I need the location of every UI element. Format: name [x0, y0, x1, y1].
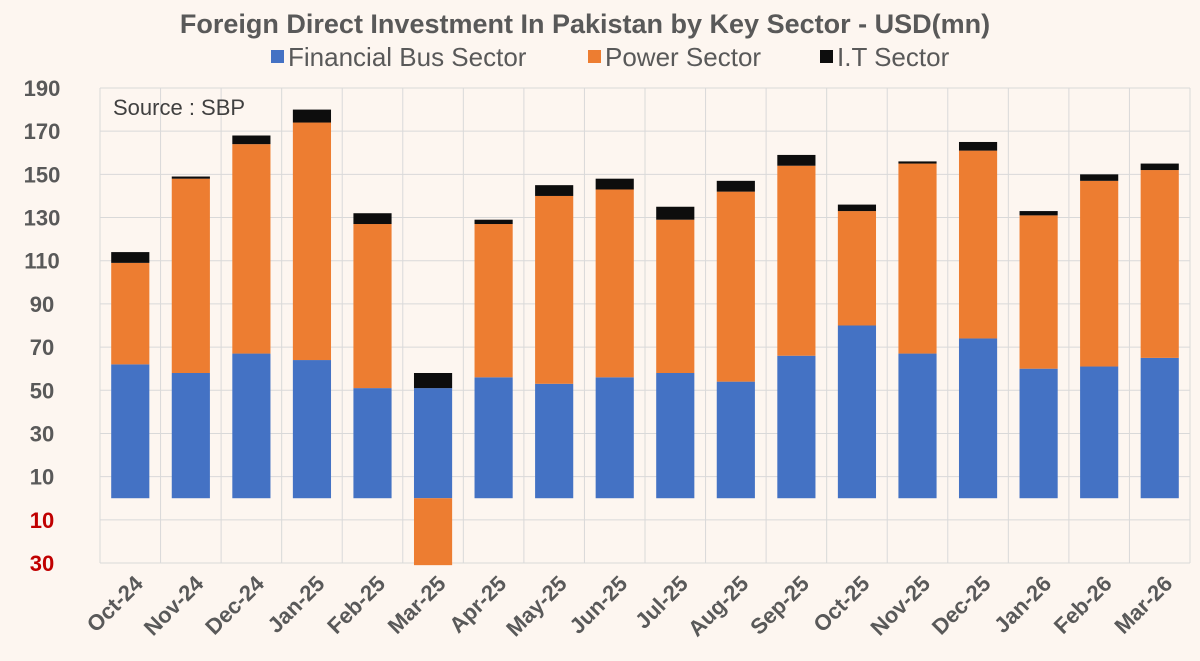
bar-i-t-sector-mar-25	[413, 373, 453, 389]
bar-financial-bus-sector-jul-25	[656, 373, 695, 499]
bar-i-t-sector-sep-25	[777, 154, 816, 166]
bar-i-t-sector-dec-24	[232, 135, 271, 145]
x-tick-label: May-25	[501, 571, 571, 641]
bar-power-sector-oct-25	[837, 211, 877, 326]
legend-swatch	[820, 50, 833, 63]
bar-i-t-sector-nov-25	[898, 161, 937, 164]
bar-i-t-sector-aug-25	[716, 180, 755, 192]
bar-power-sector-nov-25	[898, 163, 937, 354]
bar-power-sector-mar-26	[1140, 170, 1179, 358]
x-axis-ticks: Oct-24Nov-24Dec-24Jan-25Feb-25Mar-25Apr-…	[82, 570, 1178, 641]
bar-i-t-sector-jan-26	[1019, 211, 1058, 216]
x-tick-label: Feb-25	[322, 571, 390, 639]
bar-financial-bus-sector-apr-25	[474, 377, 513, 499]
bars	[111, 109, 1179, 566]
bar-financial-bus-sector-dec-24	[232, 353, 271, 499]
bar-i-t-sector-feb-25	[353, 213, 392, 225]
bar-power-sector-dec-24	[232, 144, 271, 354]
bar-i-t-sector-feb-26	[1080, 174, 1119, 181]
bar-financial-bus-sector-dec-25	[958, 338, 998, 499]
bar-financial-bus-sector-nov-24	[171, 373, 210, 499]
chart-title: Foreign Direct Investment In Pakistan by…	[180, 9, 990, 39]
y-tick-label: 170	[24, 119, 61, 144]
legend: Financial Bus Sector Power Sector I.T Sect…	[271, 42, 950, 72]
bar-power-sector-nov-24	[171, 178, 210, 373]
bar-financial-bus-sector-mar-26	[1140, 357, 1179, 499]
bar-financial-bus-sector-oct-24	[111, 364, 150, 499]
x-tick-label: Dec-25	[927, 571, 996, 640]
x-tick-label: Mar-26	[1109, 571, 1177, 639]
y-tick-label: 30	[30, 551, 54, 576]
bar-financial-bus-sector-nov-25	[898, 353, 937, 499]
bar-power-sector-dec-25	[958, 150, 998, 339]
y-tick-label: 150	[24, 162, 61, 187]
bar-i-t-sector-may-25	[535, 185, 574, 196]
legend-label: Power Sector	[605, 42, 761, 72]
bar-financial-bus-sector-sep-25	[777, 355, 816, 499]
y-tick-label: 130	[24, 206, 61, 231]
x-tick-label: Nov-24	[139, 570, 209, 640]
bar-power-sector-may-25	[535, 195, 574, 384]
y-tick-label: 10	[30, 508, 54, 533]
legend-label: Financial Bus Sector	[288, 42, 527, 72]
y-tick-label: 70	[30, 335, 54, 360]
bar-power-sector-feb-25	[353, 224, 392, 389]
bar-financial-bus-sector-may-25	[535, 383, 574, 499]
bar-i-t-sector-jul-25	[656, 206, 695, 220]
x-tick-label: Feb-26	[1049, 571, 1117, 639]
x-tick-label: Apr-25	[444, 571, 511, 638]
bar-i-t-sector-oct-24	[111, 252, 150, 263]
bar-i-t-sector-mar-26	[1140, 163, 1179, 171]
bar-financial-bus-sector-oct-25	[837, 325, 877, 499]
gridlines	[99, 87, 1191, 564]
legend-swatch	[588, 50, 601, 63]
x-tick-label: Jan-25	[263, 571, 330, 638]
y-tick-label: 110	[24, 249, 60, 274]
y-tick-label: 10	[30, 465, 54, 490]
bar-financial-bus-sector-aug-25	[716, 381, 755, 499]
y-tick-label: 190	[24, 76, 61, 101]
y-tick-label: 50	[30, 378, 54, 403]
bar-power-sector-aug-25	[716, 191, 755, 382]
bar-power-sector-jan-26	[1019, 215, 1058, 369]
legend-swatch	[271, 50, 284, 63]
bar-financial-bus-sector-jun-25	[595, 377, 634, 499]
y-tick-label: 30	[30, 421, 54, 446]
bar-power-sector-feb-26	[1080, 180, 1119, 367]
bar-power-sector-oct-24	[111, 262, 150, 365]
y-tick-label: 90	[30, 292, 54, 317]
bar-power-sector-apr-25	[474, 224, 513, 378]
bar-power-sector-sep-25	[777, 165, 816, 356]
x-tick-label: Oct-24	[82, 570, 149, 637]
bar-financial-bus-sector-jan-25	[292, 360, 332, 499]
x-tick-label: Dec-24	[200, 570, 269, 639]
bar-financial-bus-sector-mar-25	[413, 388, 453, 499]
bar-i-t-sector-jan-25	[292, 109, 332, 123]
bar-power-sector-jun-25	[595, 189, 634, 378]
bar-i-t-sector-jun-25	[595, 178, 634, 190]
bar-i-t-sector-dec-25	[958, 141, 998, 151]
x-tick-label: Sep-25	[745, 571, 814, 640]
bar-i-t-sector-nov-24	[171, 176, 210, 179]
x-tick-label: Nov-25	[865, 571, 935, 641]
source-annotation: Source : SBP	[113, 95, 245, 120]
bar-financial-bus-sector-feb-25	[353, 388, 392, 499]
bar-financial-bus-sector-feb-26	[1080, 366, 1119, 499]
y-axis-ticks: 190 170 150 130 110 90 70 50 30 10 10 30	[24, 76, 61, 576]
bar-i-t-sector-apr-25	[474, 219, 513, 225]
legend-label: I.T Sector	[837, 42, 950, 72]
bar-financial-bus-sector-jan-26	[1019, 368, 1058, 499]
x-tick-label: Aug-25	[683, 571, 753, 641]
x-tick-label: Oct-25	[808, 571, 874, 637]
bar-power-sector-jan-25	[292, 122, 332, 361]
x-tick-label: Jun-25	[564, 571, 632, 639]
bar-i-t-sector-oct-25	[837, 204, 877, 212]
bar-power-sector-jul-25	[656, 219, 695, 373]
bar-power-sector-mar-25	[413, 498, 453, 566]
x-tick-label: Mar-25	[383, 571, 451, 639]
x-tick-label: Jan-26	[989, 571, 1056, 638]
